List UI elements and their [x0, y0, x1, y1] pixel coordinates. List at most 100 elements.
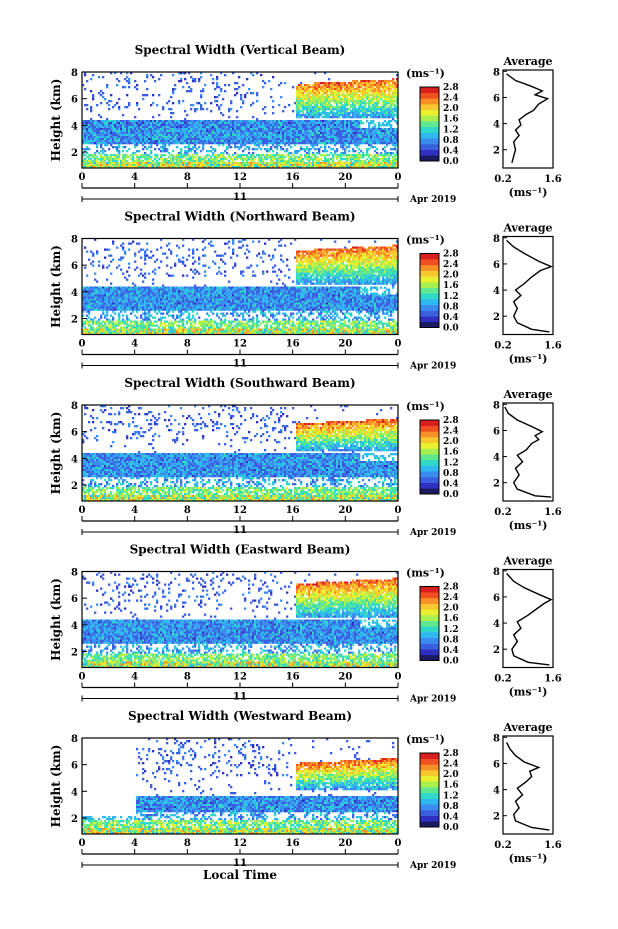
heatmap-cell: [358, 114, 360, 116]
heatmap-cell: [330, 86, 332, 88]
heatmap-cell: [142, 164, 144, 166]
heatmap-cell: [160, 136, 162, 138]
heatmap-cell: [98, 303, 100, 305]
heatmap-cell: [282, 140, 284, 142]
heatmap-cell: [240, 132, 242, 134]
heatmap-cell: [232, 120, 234, 122]
heatmap-cell: [264, 112, 266, 114]
heatmap-cell: [146, 291, 148, 293]
heatmap-cell: [328, 86, 330, 88]
heatmap-cell: [236, 122, 238, 124]
heatmap-cell: [312, 84, 314, 86]
heatmap-cell: [390, 148, 392, 150]
heatmap-cell: [324, 112, 326, 114]
heatmap-cell: [214, 130, 216, 132]
heatmap-cell: [134, 331, 136, 333]
heatmap-cell: [118, 303, 120, 305]
heatmap-cell: [210, 136, 212, 138]
heatmap-cell: [216, 100, 218, 102]
heatmap-cell: [246, 128, 248, 130]
heatmap-cell: [394, 138, 396, 140]
heatmap-cell: [268, 120, 270, 122]
y-tick-label: 8: [71, 68, 78, 79]
heatmap-cell: [186, 158, 188, 160]
heatmap-cell: [112, 146, 114, 148]
heatmap-cell: [298, 86, 300, 88]
heatmap-cell: [176, 132, 178, 134]
colorbar-tick-label: 0.0: [443, 157, 459, 167]
heatmap-cell: [306, 84, 308, 86]
heatmap-cell: [106, 158, 108, 160]
heatmap-cell: [354, 130, 356, 132]
heatmap-cell: [154, 140, 156, 142]
heatmap-cell: [254, 122, 256, 124]
heatmap-cell: [310, 108, 312, 110]
heatmap-cell: [314, 120, 316, 122]
heatmap-cell: [384, 90, 386, 92]
heatmap-cell: [116, 78, 118, 80]
heatmap-cell: [218, 164, 220, 166]
heatmap-cell: [260, 134, 262, 136]
heatmap-cell: [374, 124, 376, 126]
heatmap-cell: [116, 136, 118, 138]
heatmap-cell: [90, 325, 92, 327]
heatmap-cell: [378, 80, 380, 82]
heatmap-cell: [372, 140, 374, 142]
heatmap-cell: [332, 148, 334, 150]
heatmap-cell: [110, 122, 112, 124]
heatmap-cell: [202, 88, 204, 90]
heatmap-cell: [170, 132, 172, 134]
heatmap-cell: [84, 327, 86, 329]
heatmap-cell: [144, 162, 146, 164]
heatmap-cell: [366, 132, 368, 134]
heatmap-cell: [230, 140, 232, 142]
heatmap-cell: [162, 128, 164, 130]
heatmap-cell: [110, 120, 112, 122]
heatmap-cell: [186, 154, 188, 156]
heatmap-cell: [128, 138, 130, 140]
heatmap-cell: [96, 281, 98, 283]
heatmap-cell: [158, 128, 160, 130]
heatmap-cell: [260, 130, 262, 132]
heatmap-cell: [334, 126, 336, 128]
heatmap-cell: [236, 126, 238, 128]
heatmap-cell: [248, 122, 250, 124]
heatmap-cell: [368, 114, 370, 116]
heatmap-cell: [316, 144, 318, 146]
heatmap-cell: [334, 136, 336, 138]
heatmap-cell: [104, 315, 106, 317]
heatmap-cell: [122, 158, 124, 160]
heatmap-cell: [140, 331, 142, 333]
heatmap-cell: [386, 152, 388, 154]
heatmap-cell: [96, 299, 98, 301]
heatmap-cell: [166, 138, 168, 140]
heatmap-cell: [138, 126, 140, 128]
heatmap-cell: [332, 164, 334, 166]
heatmap-cell: [104, 307, 106, 309]
heatmap-cell: [96, 134, 98, 136]
heatmap-cell: [304, 136, 306, 138]
heatmap-cell: [202, 144, 204, 146]
heatmap-cell: [266, 148, 268, 150]
heatmap-cell: [316, 164, 318, 166]
heatmap-cell: [216, 124, 218, 126]
heatmap-cell: [118, 138, 120, 140]
heatmap-cell: [328, 116, 330, 118]
heatmap-cell: [84, 287, 86, 289]
heatmap-cell: [368, 96, 370, 98]
heatmap-cell: [120, 257, 122, 259]
heatmap-cell: [358, 86, 360, 88]
heatmap-cell: [252, 136, 254, 138]
heatmap-cell: [258, 132, 260, 134]
heatmap-cell: [110, 144, 112, 146]
heatmap-cell: [272, 138, 274, 140]
heatmap-cell: [264, 162, 266, 164]
heatmap-cell: [362, 80, 364, 82]
heatmap-cell: [326, 120, 328, 122]
heatmap-cell: [378, 154, 380, 156]
heatmap-cell: [196, 128, 198, 130]
heatmap-cell: [178, 140, 180, 142]
heatmap-cell: [122, 128, 124, 130]
heatmap-cell: [228, 116, 230, 118]
heatmap-cell: [374, 156, 376, 158]
